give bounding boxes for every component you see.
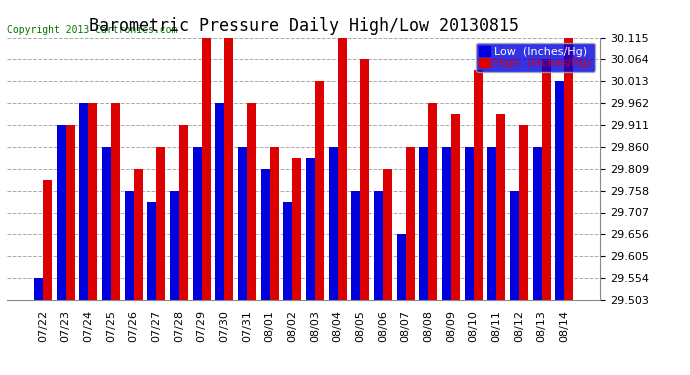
- Bar: [43, 180, 52, 300]
- Bar: [510, 190, 519, 300]
- Bar: [201, 38, 210, 300]
- Bar: [283, 202, 293, 300]
- Bar: [261, 169, 270, 300]
- Bar: [306, 158, 315, 300]
- Bar: [179, 125, 188, 300]
- Bar: [88, 103, 97, 300]
- Bar: [57, 125, 66, 300]
- Bar: [247, 103, 256, 300]
- Bar: [496, 114, 505, 300]
- Bar: [564, 38, 573, 300]
- Bar: [315, 81, 324, 300]
- Bar: [124, 190, 134, 300]
- Bar: [79, 103, 88, 300]
- Bar: [238, 147, 247, 300]
- Bar: [293, 158, 302, 300]
- Bar: [374, 190, 383, 300]
- Bar: [473, 70, 483, 300]
- Bar: [397, 234, 406, 300]
- Bar: [442, 147, 451, 300]
- Bar: [270, 147, 279, 300]
- Bar: [224, 38, 233, 300]
- Bar: [66, 125, 75, 300]
- Bar: [487, 147, 496, 300]
- Bar: [360, 59, 369, 300]
- Legend: Low  (Inches/Hg), High  (Inches/Hg): Low (Inches/Hg), High (Inches/Hg): [475, 43, 595, 72]
- Bar: [406, 147, 415, 300]
- Bar: [156, 147, 166, 300]
- Bar: [34, 278, 43, 300]
- Bar: [555, 81, 564, 300]
- Bar: [533, 147, 542, 300]
- Bar: [215, 103, 224, 300]
- Text: Copyright 2013 Cartronics.com: Copyright 2013 Cartronics.com: [7, 25, 177, 35]
- Bar: [542, 59, 551, 300]
- Bar: [351, 190, 360, 300]
- Bar: [193, 147, 201, 300]
- Bar: [464, 147, 473, 300]
- Bar: [147, 202, 156, 300]
- Bar: [111, 103, 120, 300]
- Bar: [428, 103, 437, 300]
- Title: Barometric Pressure Daily High/Low 20130815: Barometric Pressure Daily High/Low 20130…: [88, 16, 519, 34]
- Bar: [170, 190, 179, 300]
- Bar: [328, 147, 337, 300]
- Bar: [519, 125, 528, 300]
- Bar: [337, 38, 346, 300]
- Bar: [451, 114, 460, 300]
- Bar: [420, 147, 428, 300]
- Bar: [102, 147, 111, 300]
- Bar: [383, 169, 392, 300]
- Bar: [134, 169, 143, 300]
